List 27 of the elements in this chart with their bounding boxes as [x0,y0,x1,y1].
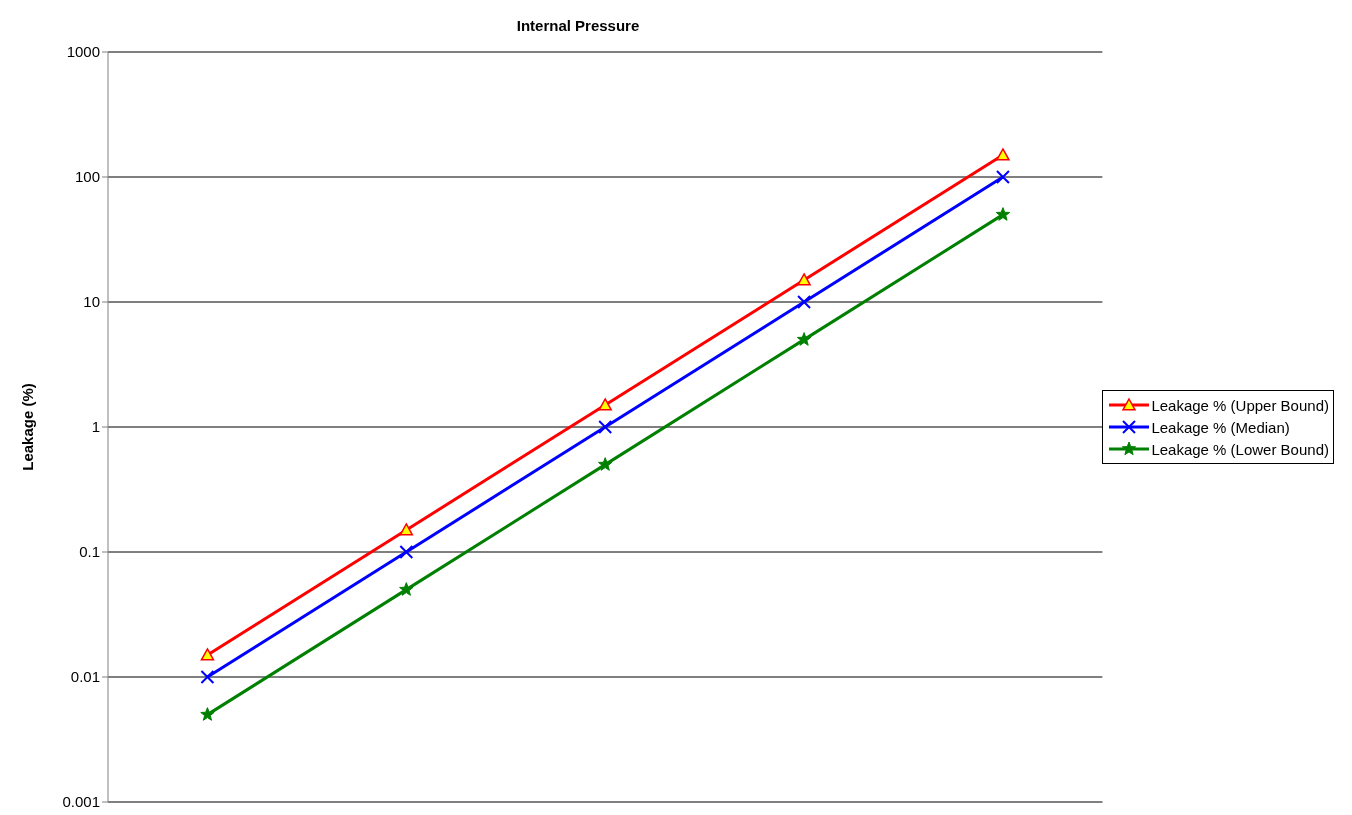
point [797,273,811,286]
legend-label: Leakage % (Lower Bound) [1151,440,1329,458]
y-tick-label: 0.1 [79,543,100,561]
y-tick-label: 0.001 [62,793,100,811]
y-tick-label: 1 [91,418,100,436]
point [200,648,215,661]
y-tick-label: 100 [74,168,100,186]
point [797,295,812,309]
y-tick-label: 1000 [66,43,100,61]
point [399,545,414,559]
chart-title: Internal Pressure [515,16,641,36]
point [399,523,414,536]
y-tick-label: 10 [83,293,100,311]
y-axis-title: Leakage (%) [19,383,37,471]
point [796,332,812,346]
point [200,670,215,684]
legend-label: Leakage % (Median) [1151,418,1290,436]
point [598,398,612,411]
point [598,420,613,434]
point [598,457,613,471]
point [996,148,1010,161]
legend-label: Leakage % (Upper Bound) [1151,396,1329,414]
point [995,207,1011,221]
y-tick-label: 0.01 [70,668,100,686]
point [995,170,1010,184]
point [399,582,414,596]
point [200,707,215,721]
